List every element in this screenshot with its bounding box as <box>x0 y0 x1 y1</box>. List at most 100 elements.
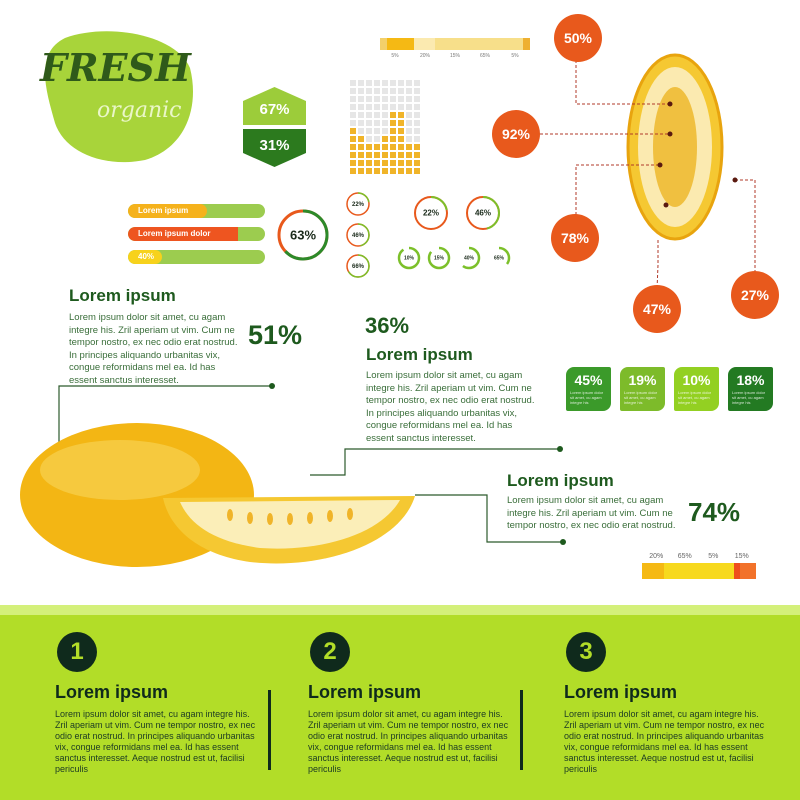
waffle-cell <box>390 152 396 158</box>
bottom-bar-segment <box>663 563 735 579</box>
waffle-cell <box>358 104 364 110</box>
waffle-cell <box>350 136 356 142</box>
section1-percent: 51% <box>248 320 303 350</box>
waffle-cell <box>374 160 380 166</box>
section3-percent: 74% <box>688 497 741 527</box>
waffle-cell <box>390 128 396 134</box>
waffle-cell <box>406 152 412 158</box>
waffle-cell <box>366 160 372 166</box>
waffle-cell <box>382 88 388 94</box>
waffle-cell <box>374 96 380 102</box>
bottom-bar-segment <box>642 563 664 579</box>
waffle-cell <box>414 144 420 150</box>
tag-value: 18% <box>736 372 765 388</box>
waffle-cell <box>390 136 396 142</box>
tag-value: 45% <box>574 372 603 388</box>
waffle-cell <box>398 120 404 126</box>
logo-blob <box>45 31 193 163</box>
waffle-cell <box>414 152 420 158</box>
callout-circle-4: 47% <box>633 285 681 333</box>
top-bar-label: 5% <box>391 53 399 59</box>
waffle-cell <box>358 80 364 86</box>
top-bar-segment <box>434 38 524 50</box>
waffle-cell <box>390 120 396 126</box>
waffle-cell <box>350 120 356 126</box>
column-title: Lorem ipsum <box>55 682 169 702</box>
footer-divider <box>520 690 523 770</box>
tag-text: Lorem ipsum dolor sit amet, cu agam inte… <box>624 390 658 405</box>
waffle-cell <box>366 96 372 102</box>
ring-arc <box>466 196 500 230</box>
waffle-cell <box>374 120 380 126</box>
waffle-cell <box>398 128 404 134</box>
waffle-cell <box>398 96 404 102</box>
ring-chart: 66% <box>346 254 370 278</box>
ring-label: 46% <box>475 209 491 218</box>
stat-tag-4: 18% Lorem ipsum dolor sit amet, cu agam i… <box>728 367 773 411</box>
footer-column-2: 2 Lorem ipsum Lorem ipsum dolor sit amet, … <box>308 632 513 775</box>
footer-divider <box>268 690 271 770</box>
bottom-bar-label: 15% <box>734 553 749 560</box>
waffle-cell <box>366 152 372 158</box>
waffle-cell <box>374 104 380 110</box>
ring-chart: 10% <box>397 246 421 270</box>
waffle-cell <box>358 112 364 118</box>
waffle-cell <box>374 128 380 134</box>
top-bar-label: 15% <box>449 53 460 59</box>
section1-title: Lorem ipsum <box>69 286 176 305</box>
progress-fill-2: Lorem ipsum dolor <box>128 227 238 241</box>
callout-circle-5: 27% <box>731 271 779 319</box>
ring-chart: 63% <box>277 209 329 261</box>
ring-charts: 63% 22% 46% 66% 22% 46% 10% 15% 40% 65% <box>277 192 511 278</box>
waffle-cell <box>382 160 388 166</box>
ring-arc <box>487 246 511 270</box>
ring-chart: 22% <box>414 196 448 230</box>
column-title: Lorem ipsum <box>564 682 678 702</box>
waffle-cell <box>382 152 388 158</box>
waffle-cell <box>414 168 420 174</box>
waffle-cell <box>382 120 388 126</box>
waffle-cell <box>414 112 420 118</box>
waffle-cell <box>374 152 380 158</box>
waffle-cell <box>350 160 356 166</box>
progress-bar-1: Lorem ipsum <box>128 204 265 218</box>
waffle-cell <box>414 136 420 142</box>
waffle-cell <box>390 168 396 174</box>
ring-chart: 46% <box>346 223 370 247</box>
waffle-cell <box>358 144 364 150</box>
section2-title: Lorem ipsum <box>366 345 473 364</box>
waffle-cell <box>398 80 404 86</box>
waffle-cell <box>358 168 364 174</box>
waffle-cell <box>414 88 420 94</box>
ring-label: 10% <box>404 256 415 262</box>
ring-label: 66% <box>352 264 365 270</box>
top-stacked-bar: 5% 20% 15% 65% 5% <box>380 38 530 59</box>
waffle-cell <box>398 88 404 94</box>
waffle-cell <box>382 96 388 102</box>
top-bar-label: 5% <box>511 53 519 59</box>
logo-title: FRESH <box>40 45 191 90</box>
ring-label: 46% <box>352 233 365 239</box>
top-bar-label: 20% <box>419 53 430 59</box>
waffle-cell <box>414 80 420 86</box>
ring-label: 22% <box>423 209 439 218</box>
waffle-cell <box>350 128 356 134</box>
waffle-cell <box>350 96 356 102</box>
top-bar-segment <box>380 38 387 50</box>
column-text: Lorem ipsum dolor sit amet, cu agam inte… <box>55 709 256 774</box>
waffle-cell <box>406 144 412 150</box>
waffle-cell <box>406 120 412 126</box>
ring-label: 40% <box>464 256 475 262</box>
top-bar-segment <box>386 38 415 50</box>
waffle-cell <box>406 136 412 142</box>
progress-fill-3: 40% <box>128 250 163 264</box>
footer-column-3: 3 Lorem ipsum Lorem ipsum dolor sit amet, … <box>564 632 769 775</box>
ring-chart: 40% <box>457 246 481 270</box>
waffle-cell <box>350 104 356 110</box>
waffle-cell <box>398 168 404 174</box>
ring-arc <box>346 223 370 247</box>
waffle-cell <box>390 80 396 86</box>
section1-text: Lorem ipsum dolor sit amet, cu agam inte… <box>69 312 238 386</box>
ring-chart: 65% <box>487 246 511 270</box>
ring-arc <box>346 192 370 216</box>
